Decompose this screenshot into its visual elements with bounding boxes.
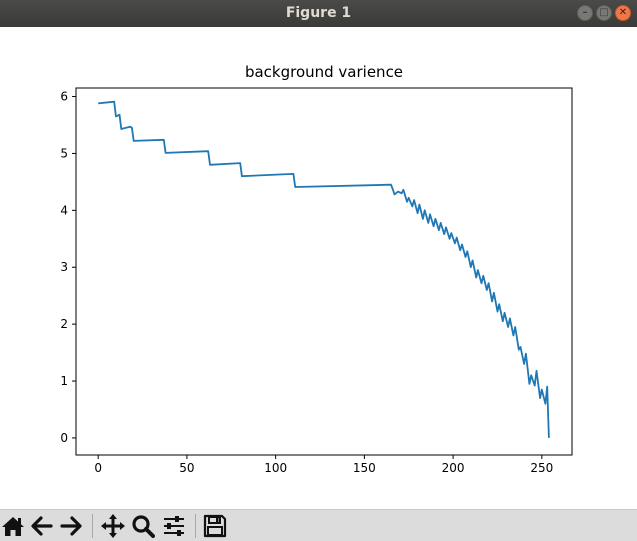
- series-line: [98, 100, 550, 438]
- x-tick-label: 0: [94, 461, 102, 475]
- y-tick-label: 5: [60, 146, 68, 160]
- toolbar-separator: [195, 514, 196, 538]
- y-axis: 0 1 2 3 4 5 6: [60, 90, 76, 445]
- save-icon: [203, 514, 227, 538]
- zoom-button[interactable]: [130, 513, 156, 539]
- window-controls: – □ ✕: [577, 5, 631, 21]
- x-tick-label: 250: [530, 461, 553, 475]
- y-tick-label: 0: [60, 431, 68, 445]
- y-tick-label: 1: [60, 374, 68, 388]
- y-tick-label: 2: [60, 317, 68, 331]
- home-button[interactable]: [0, 513, 26, 539]
- minimize-button[interactable]: –: [577, 5, 593, 21]
- plot-area: [75, 87, 573, 456]
- arrow-right-icon: [60, 516, 82, 536]
- y-tick-label: 6: [60, 90, 68, 104]
- home-icon: [2, 517, 24, 536]
- move-icon: [101, 514, 125, 538]
- series-group: [98, 100, 550, 438]
- save-button[interactable]: [202, 513, 228, 539]
- line-chart: background varience 0 50 100 150 200 250 0 1 2 3…: [60, 63, 573, 475]
- forward-button[interactable]: [58, 513, 84, 539]
- x-tick-label: 200: [442, 461, 465, 475]
- y-tick-label: 3: [60, 260, 68, 274]
- x-tick-label: 100: [264, 461, 287, 475]
- minimize-icon: –: [582, 7, 588, 18]
- chart-title: background varience: [245, 63, 403, 81]
- x-axis: 0 50 100 150 200 250: [94, 455, 553, 475]
- figure-canvas[interactable]: background varience 0 50 100 150 200 250 0 1 2 3…: [0, 27, 637, 509]
- y-tick-label: 4: [60, 203, 68, 217]
- toolbar-separator: [92, 514, 93, 538]
- window-title: Figure 1: [285, 5, 352, 21]
- sliders-icon: [164, 516, 184, 536]
- arrow-left-icon: [31, 516, 53, 536]
- pan-button[interactable]: [100, 513, 126, 539]
- x-tick-label: 50: [179, 461, 194, 475]
- window-titlebar[interactable]: Figure 1 – □ ✕: [0, 0, 637, 27]
- navigation-toolbar: [0, 509, 637, 541]
- zoom-icon: [132, 515, 155, 538]
- maximize-button[interactable]: □: [596, 5, 612, 21]
- close-button[interactable]: ✕: [615, 5, 631, 21]
- maximize-icon: □: [599, 7, 609, 18]
- close-icon: ✕: [618, 7, 628, 18]
- configure-subplots-button[interactable]: [161, 513, 187, 539]
- back-button[interactable]: [29, 513, 55, 539]
- x-tick-label: 150: [353, 461, 376, 475]
